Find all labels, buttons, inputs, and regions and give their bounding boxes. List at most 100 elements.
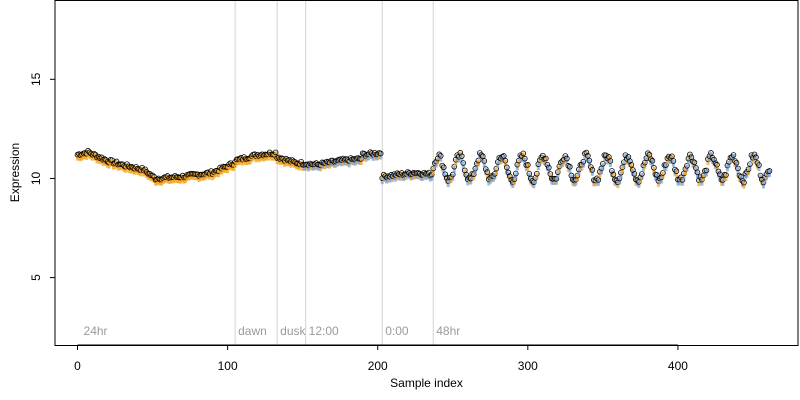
data-point-368 <box>627 158 633 164</box>
data-point-376 <box>639 171 645 177</box>
data-point-439 <box>733 159 740 166</box>
data-point-451 <box>751 151 758 158</box>
data-point-382 <box>648 156 654 163</box>
data-point-437 <box>730 152 737 158</box>
data-point-365 <box>622 152 629 158</box>
x-tick-label-3: 300 <box>518 359 538 373</box>
data-point-300 <box>525 162 531 168</box>
data-point-292 <box>513 170 519 177</box>
data-point-408 <box>687 151 693 158</box>
data-point-269 <box>478 152 485 158</box>
data-point-346 <box>594 175 600 182</box>
x-tick-label-1: 100 <box>218 359 238 373</box>
x-axis: 0 100 200 300 400 <box>74 344 688 373</box>
data-point-273 <box>484 169 491 175</box>
data-point-319 <box>553 176 560 182</box>
data-point-298 <box>522 155 528 162</box>
data-point-383 <box>649 157 656 164</box>
data-point-426 <box>714 161 720 168</box>
data-point-427 <box>715 168 722 175</box>
data-point-236 <box>428 171 435 178</box>
x-tick-label-4: 400 <box>668 359 688 373</box>
data-point-306 <box>534 170 540 177</box>
data-point-286 <box>504 164 510 171</box>
x-tick-label-2: 200 <box>368 359 388 373</box>
annotations: dawn dusk 12:00 0:00 48hr 24hr <box>84 324 461 338</box>
data-point-455 <box>757 172 764 179</box>
data-point-384 <box>651 164 657 171</box>
data-point-411 <box>691 159 698 166</box>
data-point-403 <box>679 177 686 183</box>
data-point-256 <box>458 153 465 159</box>
data-point-452 <box>753 154 759 161</box>
data-point-242 <box>437 153 444 159</box>
data-point-432 <box>723 172 729 178</box>
data-point-313 <box>544 161 551 168</box>
data-point-423 <box>709 155 716 161</box>
data-point-145 <box>292 159 298 165</box>
data-point-413 <box>694 169 701 176</box>
y-tick-label-1: 10 <box>29 171 43 185</box>
data-point-139 <box>283 155 289 162</box>
data-point-337 <box>580 158 587 165</box>
data-point-461 <box>766 168 773 174</box>
y-tick-label-0: 5 <box>29 274 43 281</box>
data-point-371 <box>631 171 638 177</box>
data-point-352 <box>603 152 609 159</box>
data-point-355 <box>607 158 614 164</box>
data-point-243 <box>439 162 446 169</box>
y-axis-title: Expression <box>8 143 22 202</box>
data-point-356 <box>609 168 615 174</box>
data-point-297 <box>520 150 527 157</box>
data-point-288 <box>507 173 513 179</box>
data-point-7 <box>85 147 91 154</box>
data-point-245 <box>442 171 449 178</box>
data-point-48 <box>146 170 153 177</box>
vline-label-4: 48hr <box>436 324 460 338</box>
data-point-347 <box>595 177 602 183</box>
data-point-326 <box>564 155 570 162</box>
y-tick-label-2: 15 <box>29 72 43 86</box>
data-point-399 <box>673 168 680 174</box>
vline-label-2: 12:00 <box>309 324 339 338</box>
corner-annotation: 24hr <box>84 324 108 338</box>
data-point-241 <box>436 151 443 158</box>
x-tick-label-0: 0 <box>74 359 81 373</box>
data-point-390 <box>660 170 666 176</box>
data-point-443 <box>739 178 746 184</box>
data-point-422 <box>708 150 714 156</box>
data-points <box>74 147 773 189</box>
data-point-424 <box>711 156 717 163</box>
data-point-251 <box>451 163 458 170</box>
data-point-257 <box>460 160 467 166</box>
vline-label-1: dusk <box>280 324 306 338</box>
data-point-202 <box>377 150 384 157</box>
data-point-12 <box>92 151 99 158</box>
data-point-272 <box>482 166 489 172</box>
data-point-444 <box>741 179 747 186</box>
data-point-438 <box>732 158 738 164</box>
data-point-369 <box>628 162 635 168</box>
data-point-149 <box>298 158 304 165</box>
data-point-310 <box>540 152 546 159</box>
data-point-397 <box>670 158 677 164</box>
data-point-350 <box>600 160 606 167</box>
data-point-285 <box>502 157 509 164</box>
data-point-333 <box>574 172 581 179</box>
data-point-380 <box>645 150 651 157</box>
data-point-279 <box>493 165 500 172</box>
y-axis: 5 10 15 <box>29 72 56 281</box>
data-point-341 <box>586 157 593 164</box>
data-point-314 <box>546 164 552 171</box>
data-point-43 <box>139 164 145 171</box>
data-point-255 <box>457 150 464 156</box>
data-point-132 <box>272 149 279 156</box>
data-point-370 <box>630 167 636 173</box>
data-point-250 <box>449 171 456 178</box>
data-point-425 <box>712 160 719 166</box>
data-point-312 <box>543 155 549 162</box>
data-point-398 <box>672 166 678 173</box>
data-point-454 <box>756 162 762 168</box>
data-point-392 <box>663 162 669 168</box>
